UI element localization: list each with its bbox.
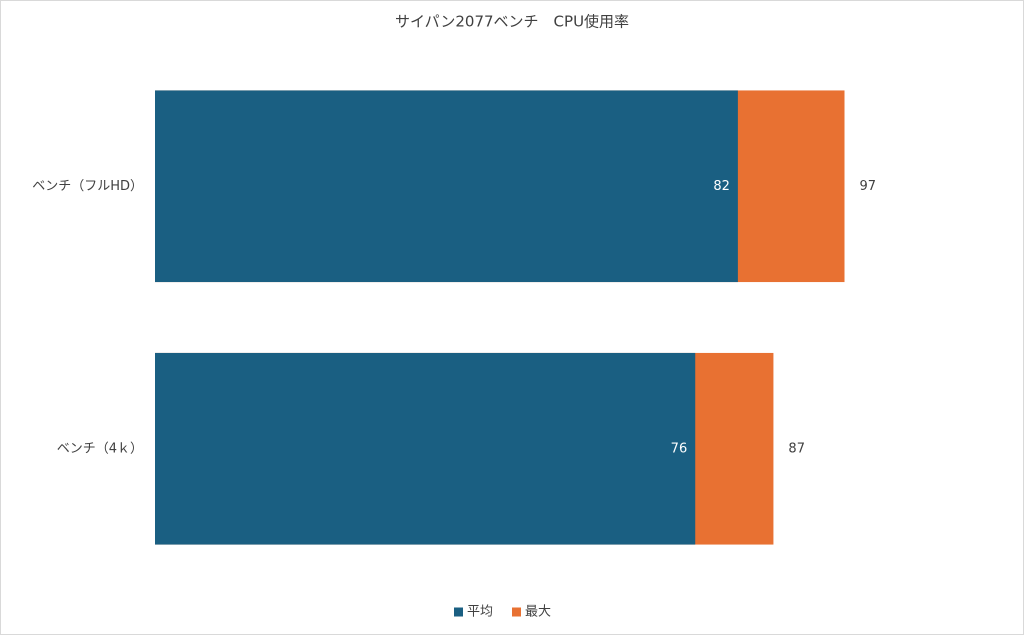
data-label: 97 — [860, 179, 877, 194]
data-label: 76 — [671, 441, 688, 456]
legend-swatch — [512, 607, 521, 617]
bar — [155, 90, 738, 283]
data-label: 82 — [713, 179, 730, 194]
legend-swatch — [454, 607, 463, 617]
chart-title: サイパン2077ベンチ CPU使用率 — [395, 13, 629, 31]
legend-label: 最大 — [525, 605, 551, 620]
bar — [155, 352, 696, 545]
data-label: 87 — [788, 441, 805, 456]
legend-label: 平均 — [467, 605, 493, 620]
y-tick-label: ベンチ（4ｋ） — [57, 441, 143, 456]
y-tick-label: ベンチ（フルHD） — [32, 179, 143, 194]
